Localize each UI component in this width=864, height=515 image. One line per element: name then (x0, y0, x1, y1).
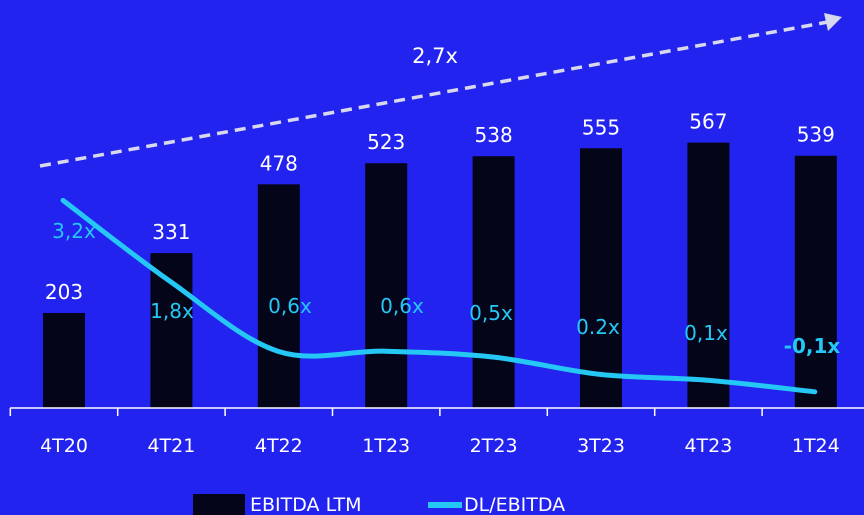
bar-value-label: 567 (689, 110, 727, 134)
ratio-labels: 3,2x 1,8x 0,6x 0,6x 0,5x 0.2x 0,1x -0,1x (52, 219, 840, 358)
bar-value-label: 555 (582, 115, 620, 139)
category-label: 4T22 (255, 435, 303, 457)
bar (257, 184, 300, 408)
ratio-value-label: 0,5x (469, 301, 513, 325)
category-label: 4T23 (684, 435, 732, 457)
ratio-value-label: 0,6x (380, 294, 424, 318)
growth-arrow-head (824, 13, 842, 31)
category-label: 2T23 (470, 435, 518, 457)
bar (150, 253, 193, 408)
bar-value-label: 538 (475, 123, 513, 147)
ratio-value-label: 0,6x (268, 294, 312, 318)
bar (365, 163, 408, 408)
category-label: 3T23 (577, 435, 625, 457)
category-label: 1T24 (792, 435, 840, 457)
legend-label-ratio: DL/EBITDA (464, 494, 565, 515)
category-label: 4T21 (147, 435, 195, 457)
legend-label-ebitda: EBITDA LTM (250, 494, 362, 515)
bar-value-label: 331 (152, 220, 190, 244)
category-labels: 4T20 4T21 4T22 1T23 2T23 3T23 4T23 1T24 (40, 435, 840, 457)
bar (472, 156, 515, 408)
growth-label: 2,7x (412, 44, 458, 68)
bars (43, 142, 837, 409)
bar-value-label: 539 (797, 123, 835, 147)
bar-value-label: 203 (45, 280, 83, 304)
category-label: 1T23 (362, 435, 410, 457)
ratio-value-label: 0,1x (684, 321, 728, 345)
ratio-line-layer (60, 197, 818, 395)
ratio-value-label: 0.2x (576, 315, 620, 339)
legend-swatch-ebitda (193, 494, 245, 515)
bar (580, 148, 622, 408)
growth-arrow (39, 13, 842, 168)
bar-labels: 203 331 478 523 538 555 567 539 (45, 110, 835, 304)
bar (687, 142, 730, 409)
growth-arrow-line (39, 20, 829, 168)
bar-value-label: 523 (367, 130, 405, 154)
bar (43, 312, 85, 408)
ratio-value-label: -0,1x (784, 334, 841, 358)
legend: EBITDA LTM DL/EBITDA (193, 494, 565, 515)
x-axis (9, 407, 864, 416)
bar-value-label: 478 (260, 151, 298, 175)
ratio-value-label: 1,8x (150, 299, 194, 323)
bar (794, 155, 837, 408)
category-label: 4T20 (40, 435, 88, 457)
ratio-series-line (60, 197, 818, 395)
ratio-value-label: 3,2x (52, 219, 96, 243)
